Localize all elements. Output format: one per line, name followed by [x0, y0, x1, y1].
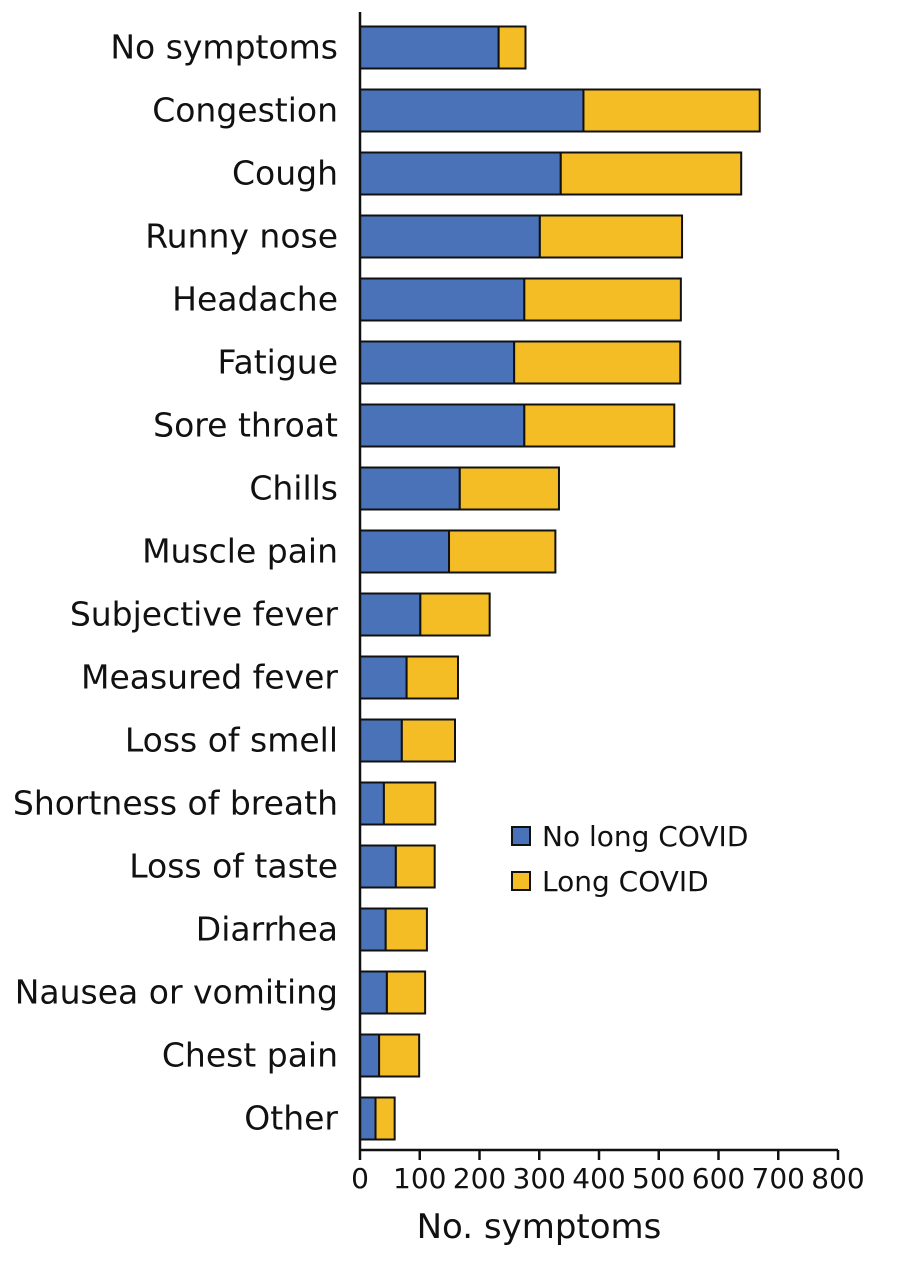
category-label-fatigue: Fatigue [218, 343, 338, 382]
bar-sore-throat-long-covid [523, 403, 676, 448]
category-label-measured-fever: Measured fever [81, 658, 338, 697]
bar-muscle-pain-no-long-covid [359, 529, 451, 574]
x-tick-label-700: 700 [752, 1162, 805, 1195]
bar-loss-of-taste-no-long-covid [359, 844, 397, 889]
bar-loss-of-taste-long-covid [394, 844, 436, 889]
category-label-muscle-pain: Muscle pain [142, 532, 338, 571]
category-label-other: Other [244, 1099, 338, 1138]
category-label-chills: Chills [249, 469, 338, 508]
bar-loss-of-smell-long-covid [400, 718, 457, 763]
legend-label-long-covid: Long COVID [542, 865, 709, 898]
legend-swatch-no-long-covid [511, 826, 531, 846]
bar-other-no-long-covid [359, 1096, 377, 1141]
category-label-cough: Cough [232, 154, 338, 193]
bar-muscle-pain-long-covid [448, 529, 557, 574]
x-tick-label-600: 600 [692, 1162, 745, 1195]
x-axis-title: No. symptoms [417, 1207, 662, 1247]
category-labels: No symptoms Congestion Cough Runny nose Head… [13, 28, 339, 1138]
bar-chills-long-covid [458, 466, 560, 511]
category-label-nausea-or-vomiting: Nausea or vomiting [15, 973, 338, 1012]
category-label-runny-nose: Runny nose [145, 217, 338, 256]
bar-fatigue-long-covid [513, 340, 682, 385]
category-label-shortness-of-breath: Shortness of breath [13, 784, 338, 823]
bar-subjective-fever-long-covid [419, 592, 491, 637]
bar-diarrhea-long-covid [384, 907, 428, 952]
bar-measured-fever-no-long-covid [359, 655, 408, 700]
bar-other-long-covid [374, 1096, 396, 1141]
x-tick-label-300: 300 [513, 1162, 566, 1195]
category-label-congestion: Congestion [152, 91, 338, 130]
bar-shortness-of-breath-long-covid [382, 781, 437, 826]
bar-cough-no-long-covid [359, 151, 562, 196]
category-label-headache: Headache [172, 280, 338, 319]
bar-nausea-or-vomiting-long-covid [385, 970, 427, 1015]
x-tick-label-100: 100 [393, 1162, 446, 1195]
bar-headache-no-long-covid [359, 277, 526, 322]
x-tick-label-200: 200 [453, 1162, 506, 1195]
bar-nausea-or-vomiting-no-long-covid [359, 970, 388, 1015]
category-label-chest-pain: Chest pain [162, 1036, 338, 1075]
category-label-loss-of-taste: Loss of taste [129, 847, 338, 886]
category-label-sore-throat: Sore throat [153, 406, 338, 445]
x-tick-label-400: 400 [572, 1162, 625, 1195]
bar-sore-throat-no-long-covid [359, 403, 526, 448]
legend-label-no-long-covid: No long COVID [542, 820, 748, 853]
category-label-loss-of-smell: Loss of smell [125, 721, 338, 760]
x-tick-label-800: 800 [811, 1162, 864, 1195]
legend-swatch-long-covid [511, 871, 531, 891]
bar-chills-no-long-covid [359, 466, 461, 511]
bar-chest-pain-no-long-covid [359, 1033, 381, 1078]
category-label-diarrhea: Diarrhea [196, 910, 338, 949]
bar-no-symptoms-no-long-covid [359, 25, 500, 70]
category-label-subjective-fever: Subjective fever [70, 595, 339, 634]
x-tick-label-0: 0 [351, 1162, 369, 1195]
x-ticks: 0 100 200 300 400 500 600 700 800 [351, 1150, 865, 1195]
bar-chest-pain-long-covid [378, 1033, 421, 1078]
bar-congestion-long-covid [582, 88, 761, 133]
bars-group [359, 25, 761, 1141]
bar-measured-fever-long-covid [405, 655, 459, 700]
bar-no-symptoms-long-covid [497, 25, 527, 70]
x-tick-label-500: 500 [632, 1162, 685, 1195]
bar-cough-long-covid [559, 151, 743, 196]
legend: No long COVID Long COVID [511, 820, 748, 898]
bar-congestion-no-long-covid [359, 88, 585, 133]
bar-shortness-of-breath-no-long-covid [359, 781, 385, 826]
bar-loss-of-smell-no-long-covid [359, 718, 403, 763]
bar-runny-nose-long-covid [538, 214, 684, 259]
bar-runny-nose-no-long-covid [359, 214, 541, 259]
bar-headache-long-covid [523, 277, 682, 322]
category-label-no-symptoms: No symptoms [110, 28, 338, 67]
bar-subjective-fever-no-long-covid [359, 592, 422, 637]
bar-diarrhea-no-long-covid [359, 907, 387, 952]
bar-fatigue-no-long-covid [359, 340, 516, 385]
